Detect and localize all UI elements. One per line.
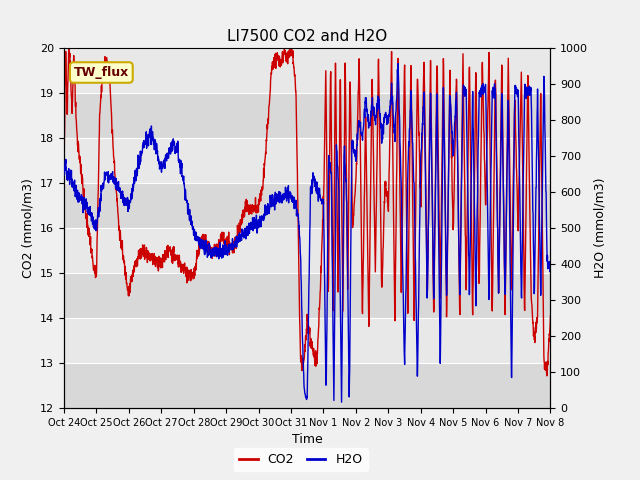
Bar: [64, 138, 550, 183]
CO2: [449, 188, 456, 193]
Y-axis label: H2O (mmol/m3): H2O (mmol/m3): [594, 178, 607, 278]
H2O: [338, 399, 346, 405]
CO2: [543, 373, 550, 379]
H2O: [547, 262, 554, 268]
Text: TW_flux: TW_flux: [74, 66, 129, 79]
Y-axis label: CO2 (mmol/m3): CO2 (mmol/m3): [22, 178, 35, 278]
CO2: [504, 105, 511, 111]
H2O: [332, 258, 339, 264]
Bar: [64, 93, 550, 138]
H2O: [60, 172, 68, 178]
H2O: [504, 115, 511, 121]
Line: CO2: CO2: [64, 48, 550, 376]
Legend: CO2, H2O: CO2, H2O: [234, 448, 367, 471]
Bar: [64, 273, 550, 318]
Line: H2O: H2O: [64, 63, 550, 402]
Bar: [64, 363, 550, 408]
Bar: [64, 228, 550, 273]
H2O: [321, 279, 328, 285]
Bar: [64, 318, 550, 363]
X-axis label: Time: Time: [292, 433, 323, 446]
CO2: [196, 245, 204, 251]
CO2: [547, 313, 554, 319]
H2O: [394, 60, 402, 66]
Bar: [64, 48, 550, 93]
Bar: [64, 183, 550, 228]
H2O: [196, 235, 204, 240]
CO2: [65, 45, 72, 51]
CO2: [517, 79, 525, 84]
CO2: [321, 122, 329, 128]
CO2: [60, 175, 68, 181]
H2O: [518, 291, 525, 297]
CO2: [332, 60, 339, 66]
H2O: [449, 141, 456, 147]
Title: LI7500 CO2 and H2O: LI7500 CO2 and H2O: [227, 29, 387, 44]
